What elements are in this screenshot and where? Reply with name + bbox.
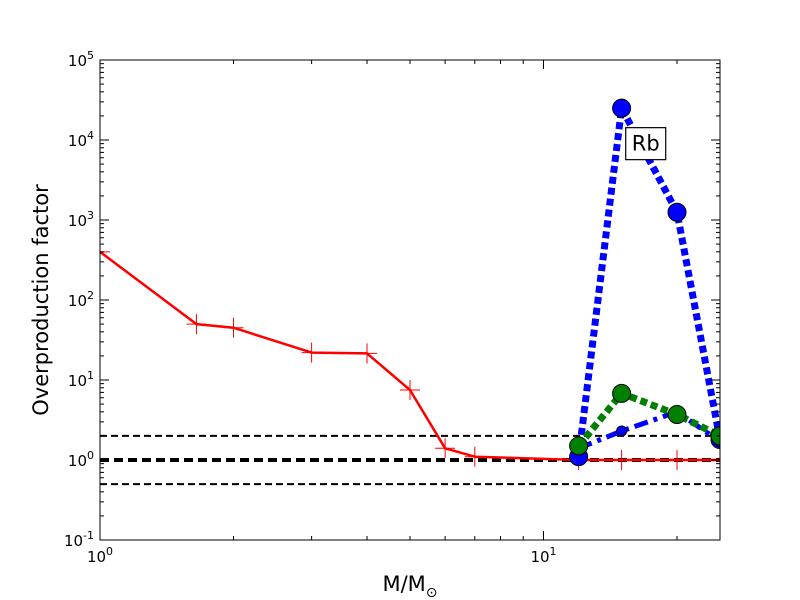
y-tick-label-3: 102 xyxy=(68,289,94,310)
annotations: Rb xyxy=(625,127,667,161)
series-0-point-4 xyxy=(357,343,378,364)
annotation-text-0: Rb xyxy=(632,132,660,156)
series-0-point-3 xyxy=(301,342,322,363)
annotation-box-0 xyxy=(625,127,667,161)
series-0-point-0 xyxy=(100,241,110,262)
y-tick-label-5: 104 xyxy=(68,129,94,150)
series-0-point-6 xyxy=(435,438,456,459)
series-0 xyxy=(100,241,720,470)
x-tick-label-0: 100 xyxy=(87,545,113,566)
y-tick-label-1: 100 xyxy=(68,449,94,470)
x-tick-label-1: 101 xyxy=(530,545,556,566)
y-tick-label-0: 10-1 xyxy=(64,529,94,550)
reference-lines xyxy=(100,434,720,486)
series-0-point-10 xyxy=(667,450,688,470)
x-axis-label-subscript: ⊙ xyxy=(426,585,438,600)
series-3-point-1 xyxy=(612,383,632,403)
series-0-point-9 xyxy=(611,450,632,470)
series-3 xyxy=(569,383,720,456)
series-3-point-3 xyxy=(710,426,720,446)
y-tick-label-2: 101 xyxy=(68,369,94,390)
series-3-point-0 xyxy=(569,436,589,456)
series-1-point-2 xyxy=(667,202,687,222)
series-0-point-5 xyxy=(400,379,420,400)
series-2-point-1 xyxy=(616,425,628,437)
x-axis-label-main: M/M xyxy=(382,572,425,596)
x-axis-label: M/M⊙ xyxy=(382,572,437,600)
series-1-point-1 xyxy=(612,98,632,118)
series-3-point-2 xyxy=(667,405,687,425)
y-tick-label-4: 103 xyxy=(68,209,94,230)
series-2-line xyxy=(577,409,720,451)
y-axis-label: Overproduction factor xyxy=(29,184,53,416)
series-3-line xyxy=(575,389,720,449)
series-0-point-7 xyxy=(464,446,485,467)
y-tick-label-6: 105 xyxy=(68,49,94,70)
series-0-point-2 xyxy=(223,317,244,338)
series-0-point-1 xyxy=(186,314,207,335)
